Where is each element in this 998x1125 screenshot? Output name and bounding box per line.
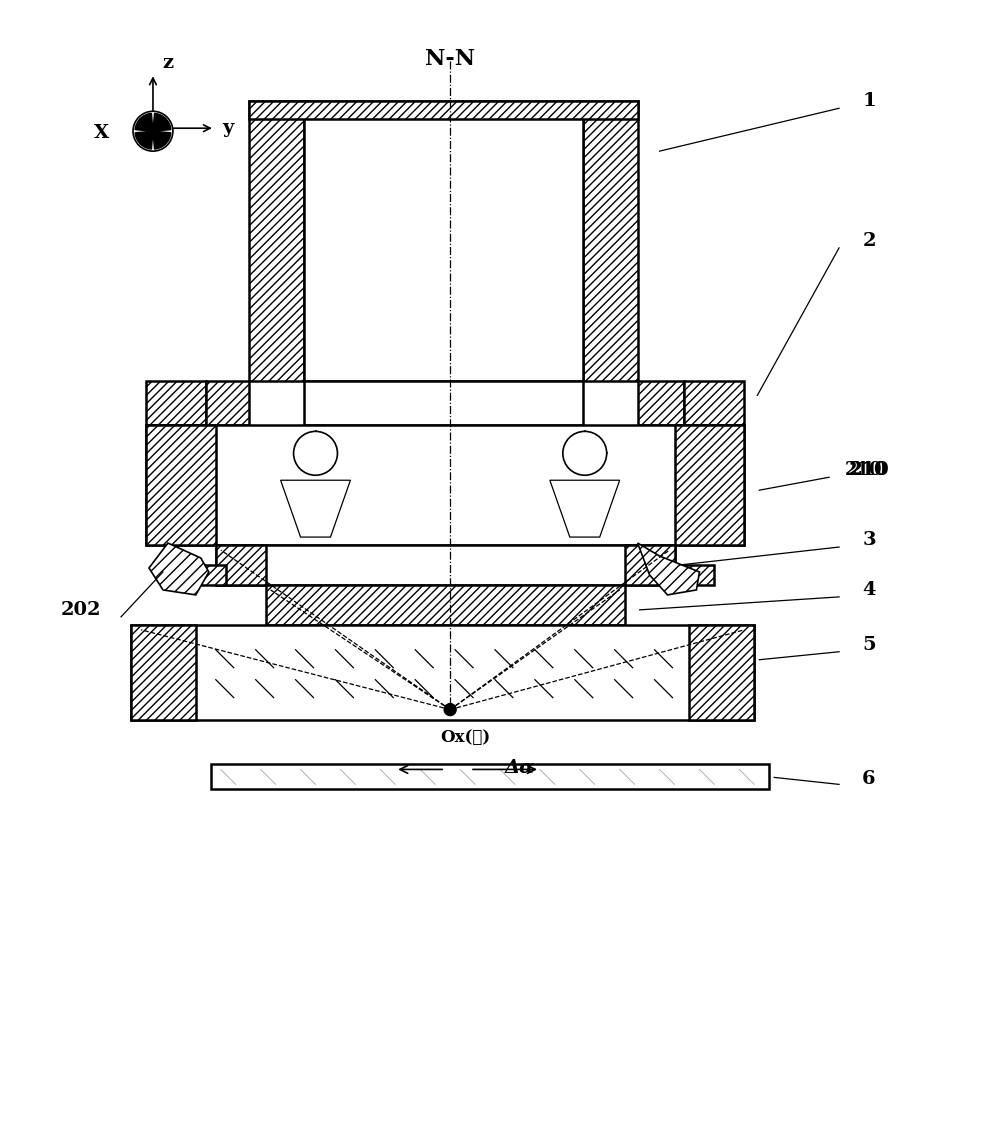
Bar [685, 380, 745, 425]
Polygon shape [638, 543, 700, 595]
Bar [249, 101, 638, 119]
Bar [265, 585, 625, 624]
Text: 3: 3 [862, 531, 876, 549]
Bar [131, 624, 754, 720]
Polygon shape [153, 114, 171, 132]
Bar [176, 565, 226, 585]
Bar [665, 565, 715, 585]
Polygon shape [149, 543, 209, 595]
Text: N-N: N-N [425, 48, 475, 71]
Polygon shape [153, 132, 171, 150]
Text: y: y [223, 119, 234, 137]
Bar [146, 425, 216, 544]
Text: 1: 1 [862, 92, 876, 110]
Text: 210: 210 [850, 461, 888, 479]
Text: z: z [163, 54, 174, 72]
Bar [675, 425, 745, 544]
Bar [211, 764, 769, 790]
Bar [303, 380, 583, 425]
Bar [690, 624, 754, 720]
Bar [206, 380, 249, 425]
Text: X: X [94, 124, 109, 142]
Bar [146, 380, 206, 425]
Circle shape [444, 703, 456, 716]
Bar [583, 101, 638, 380]
Text: 6: 6 [862, 771, 876, 789]
Circle shape [563, 431, 607, 475]
Polygon shape [280, 480, 350, 537]
Text: Ox(后): Ox(后) [440, 729, 490, 746]
Text: 210: 210 [845, 461, 883, 479]
Text: 202: 202 [61, 601, 102, 619]
Circle shape [133, 111, 173, 151]
Polygon shape [135, 114, 153, 132]
Bar [216, 544, 265, 585]
Bar [303, 101, 583, 380]
Bar [146, 425, 745, 544]
Text: Δα: Δα [505, 758, 535, 776]
Bar [249, 101, 303, 380]
Text: 4: 4 [862, 580, 875, 598]
Bar [131, 624, 196, 720]
Text: 5: 5 [862, 636, 876, 654]
Bar [625, 544, 675, 585]
Polygon shape [550, 480, 620, 537]
Circle shape [293, 431, 337, 475]
Bar [638, 380, 685, 425]
Bar [216, 544, 675, 585]
Text: 2: 2 [862, 232, 875, 250]
Text: 210: 210 [848, 461, 889, 479]
Polygon shape [135, 132, 153, 150]
